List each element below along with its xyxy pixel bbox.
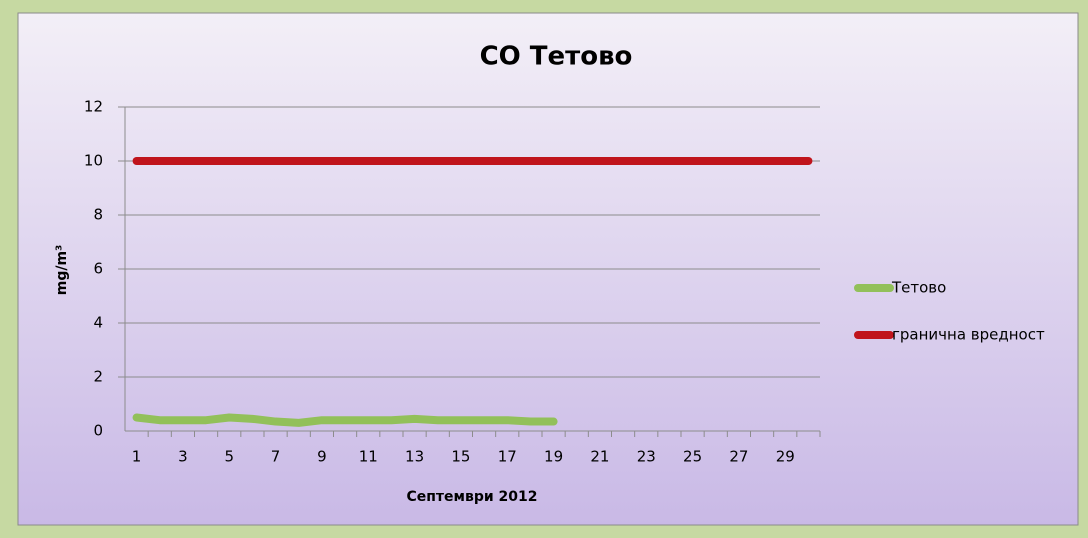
y-tick-label: 10 [84, 152, 103, 170]
x-tick-label: 1 [132, 448, 142, 466]
y-tick-label: 6 [93, 260, 103, 278]
chart-title: CO Тетово [480, 42, 633, 72]
y-tick-label: 2 [93, 368, 103, 386]
y-axis-label: mg/m³ [54, 245, 70, 295]
x-tick-label: 13 [405, 448, 424, 466]
x-tick-label: 7 [271, 448, 281, 466]
x-tick-label: 21 [590, 448, 609, 466]
x-tick-label: 19 [544, 448, 563, 466]
legend-label: Тетово [891, 279, 946, 297]
legend-label: гранична вредност [892, 326, 1045, 344]
y-tick-label: 8 [93, 206, 103, 224]
y-tick-label: 0 [93, 422, 103, 440]
series-line [132, 413, 558, 427]
x-tick-label: 9 [317, 448, 327, 466]
x-tick-label: 3 [178, 448, 188, 466]
x-tick-label: 5 [224, 448, 234, 466]
x-tick-label: 25 [683, 448, 702, 466]
x-tick-label: 23 [637, 448, 656, 466]
x-axis-label: Септември 2012 [406, 489, 537, 505]
x-tick-label: 27 [729, 448, 748, 466]
x-tick-label: 15 [451, 448, 470, 466]
x-tick-label: 29 [776, 448, 795, 466]
x-tick-label: 11 [359, 448, 378, 466]
x-tick-label: 17 [498, 448, 517, 466]
y-tick-label: 4 [93, 314, 103, 332]
y-tick-label: 12 [84, 98, 103, 116]
